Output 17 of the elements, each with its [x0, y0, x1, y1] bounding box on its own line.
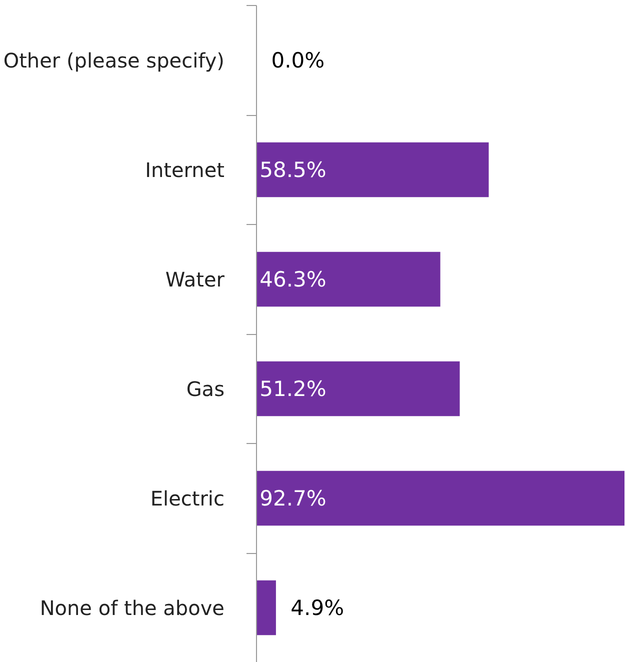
- bar: [256, 142, 489, 198]
- data-label: 4.9%: [290, 596, 344, 620]
- data-label: 58.5%: [260, 158, 326, 182]
- y-tick-label: Electric: [150, 486, 225, 510]
- bar: [256, 580, 276, 636]
- data-label: 46.3%: [260, 267, 326, 292]
- y-tick-label: Internet: [145, 158, 225, 182]
- bar: [256, 361, 460, 416]
- y-tick-label: None of the above: [40, 596, 225, 620]
- data-label: 92.7%: [260, 486, 326, 510]
- bar: [256, 470, 624, 526]
- y-tick-label: Other (please specify): [3, 48, 225, 72]
- y-tick-label: Water: [165, 267, 226, 292]
- bar: [256, 252, 440, 307]
- data-label: 0.0%: [271, 48, 325, 72]
- y-tick-label: Gas: [186, 376, 225, 401]
- data-label: 51.2%: [260, 376, 326, 401]
